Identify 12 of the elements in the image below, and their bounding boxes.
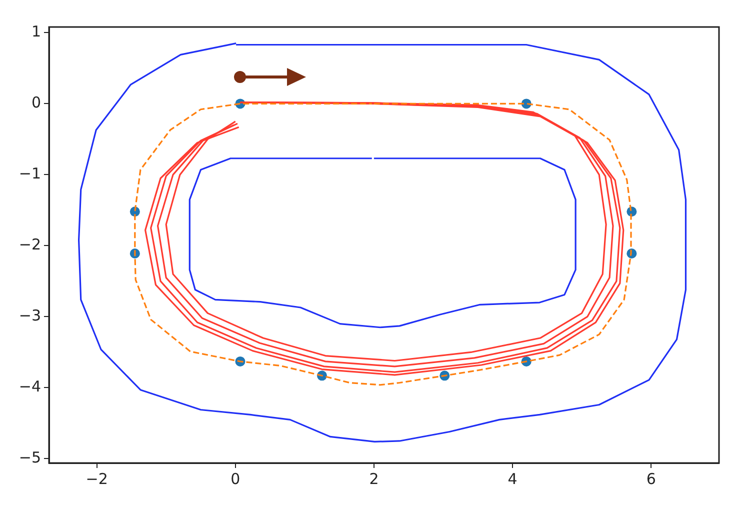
y-tick-label: 1 <box>31 22 41 41</box>
y-tick-label: −4 <box>18 378 41 396</box>
y-tick-label: −5 <box>18 448 41 467</box>
x-tick-label: −2 <box>86 470 108 488</box>
y-tick-label: −3 <box>18 306 41 325</box>
y-tick-label: −1 <box>18 164 41 183</box>
x-tick-label: 2 <box>369 470 379 488</box>
x-tick-label: 6 <box>646 470 656 488</box>
y-tick-label: −2 <box>18 236 41 254</box>
x-tick-label: 4 <box>508 470 518 488</box>
x-tick-label: 0 <box>230 470 240 488</box>
y-tick-label: 0 <box>31 94 41 112</box>
